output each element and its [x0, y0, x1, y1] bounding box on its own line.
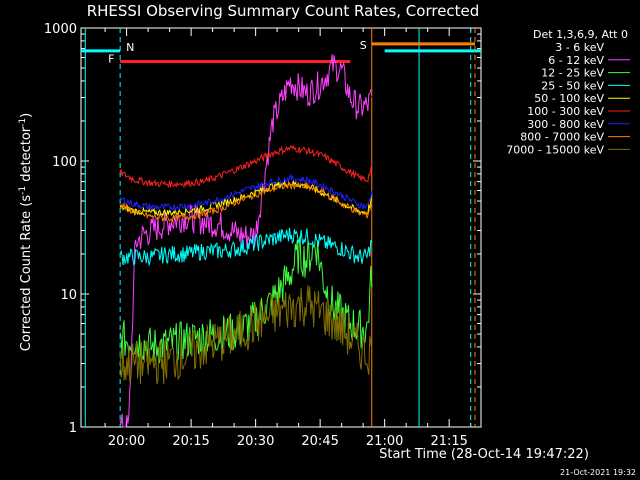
series-line — [119, 54, 373, 428]
y-tick-label: 10 — [60, 288, 77, 303]
y-tick-label: 1 — [69, 421, 77, 436]
series-lines — [119, 54, 373, 428]
legend-entry-label: 6 - 12 keV — [548, 54, 604, 67]
x-axis-label: Start Time (28-Oct-14 19:47:22) — [379, 447, 589, 462]
x-tick-label: 20:15 — [172, 434, 209, 449]
series-line — [119, 180, 373, 224]
legend-entry-label: 50 - 100 keV — [534, 92, 604, 105]
legend-entry-label: 300 - 800 keV — [527, 118, 604, 131]
observing-markers: NF S — [81, 28, 481, 427]
legend-entry-label: 800 - 7000 keV — [520, 131, 604, 144]
series-line — [119, 144, 373, 189]
legend-entry-label: 7000 - 15000 keV — [506, 143, 604, 156]
series-line — [119, 227, 373, 266]
x-tick-label: 20:45 — [301, 434, 338, 449]
legend-entry-label: 100 - 300 keV — [527, 105, 604, 118]
timestamp: 21-Oct-2021 19:32 — [560, 468, 636, 477]
flare-label: F — [108, 52, 114, 65]
series-line — [119, 85, 373, 206]
axes: 1 10 100 1000 20:00 20:15 20:30 20:45 21:00 21:15 — [44, 22, 482, 449]
legend-entry-label: 3 - 6 keV — [555, 41, 604, 54]
night-label: N — [126, 41, 134, 54]
series-line — [119, 173, 373, 212]
x-tick-label: 21:15 — [430, 434, 467, 449]
y-tick-label: 100 — [52, 155, 77, 170]
series-line — [119, 285, 373, 385]
x-tick-label: 20:00 — [108, 434, 145, 449]
y-axis-label: Corrected Count Rate (s-1 detector-1) — [18, 113, 34, 351]
x-tick-label: 21:00 — [366, 434, 403, 449]
y-tick-label: 1000 — [44, 22, 77, 37]
x-tick-label: 20:30 — [237, 434, 274, 449]
legend-entry-label: 12 - 25 keV — [541, 67, 604, 80]
saa-label: S — [360, 39, 367, 52]
legend-entry-label: 25 - 50 keV — [541, 79, 604, 92]
chart-title: RHESSI Observing Summary Count Rates, Co… — [87, 2, 480, 20]
plot-frame — [80, 27, 482, 428]
legend-header: Det 1,3,6,9, Att 0 — [533, 28, 628, 41]
